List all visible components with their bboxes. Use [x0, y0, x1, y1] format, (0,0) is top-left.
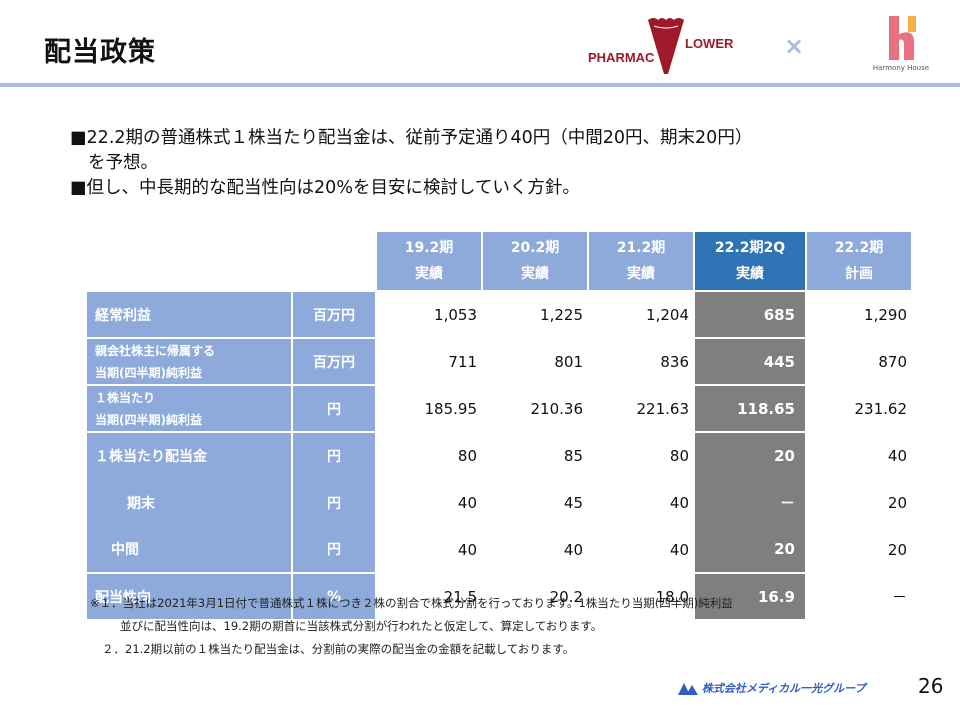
flower-icon	[648, 18, 684, 74]
row-label: １株当たり 当期(四半期)純利益	[85, 384, 293, 433]
col-header: 22.2期 計画	[805, 230, 913, 292]
company-mark-icon	[678, 683, 698, 695]
table-row: 配当性向 % 21.5 20.2 18.0 16.9 －	[85, 572, 913, 621]
cell-current: 445	[693, 337, 807, 386]
harmony-house-logo: Harmony House	[862, 14, 940, 76]
row-label: 親会社株主に帰属する 当期(四半期)純利益	[85, 337, 293, 386]
row-unit: 円	[291, 526, 377, 574]
cell-current: 685	[693, 290, 807, 339]
pharmacflower-logo: PHARMAC LOWER	[588, 12, 738, 76]
row-label: 経常利益	[85, 290, 293, 339]
cell: 40	[587, 478, 695, 527]
table-row: 経常利益 百万円 1,053 1,225 1,204 685 1,290	[85, 290, 913, 339]
cell: 870	[805, 337, 913, 386]
cell: 231.62	[805, 384, 913, 433]
row-label: 中間	[85, 526, 293, 574]
logo-text-right: LOWER	[685, 36, 734, 51]
cell: 40	[375, 525, 483, 574]
cell-current: 16.9	[693, 572, 807, 621]
row-unit: 円	[291, 431, 377, 479]
cell: 80	[375, 431, 483, 480]
table-row: 中間 円 40 40 40 20 20	[85, 525, 913, 574]
bullet-item: ■但し、中長期的な配当性向は20%を目安に検討していく方針。	[70, 176, 752, 201]
bullet-text: 22.2期の普通株式１株当たり配当金は、従前予定通り40円（中間20円、期末20…	[86, 128, 753, 148]
row-unit: 百万円	[291, 290, 377, 339]
cell: 40	[587, 525, 695, 574]
cell: 1,290	[805, 290, 913, 339]
header-divider	[0, 83, 960, 87]
cell: 18.0	[587, 572, 695, 621]
company-logo: 株式会社メディカル一光グループ	[678, 680, 865, 696]
cell: 20.2	[481, 572, 589, 621]
bullet-list: ■22.2期の普通株式１株当たり配当金は、従前予定通り40円（中間20円、期末2…	[70, 126, 752, 201]
col-header: 21.2期 実績	[587, 230, 695, 292]
bullet-item: ■22.2期の普通株式１株当たり配当金は、従前予定通り40円（中間20円、期末2…	[70, 126, 752, 151]
cell: 221.63	[587, 384, 695, 433]
cell: 85	[481, 431, 589, 480]
footnote-2: ２．21.2期以前の１株当たり配当金は、分割前の実際の配当金の金額を記載しており…	[102, 642, 575, 656]
row-unit: 円	[291, 384, 377, 433]
row-label: 配当性向	[85, 572, 293, 621]
page-number: 26	[918, 674, 944, 698]
harmony-h-icon	[889, 16, 916, 60]
row-label: 期末	[85, 479, 293, 526]
cell: 21.5	[375, 572, 483, 621]
footnotes: ※１．当社は2021年3月1日付で普通株式１株につき２株の割合で株式分割を行って…	[90, 592, 733, 661]
cell: 80	[587, 431, 695, 480]
company-name: 株式会社メディカル一光グループ	[701, 682, 866, 695]
cell: 801	[481, 337, 589, 386]
table-row: １株当たり 当期(四半期)純利益 円 185.95 210.36 221.63 1…	[85, 384, 913, 433]
dividend-table: 19.2期 実績 20.2期 実績 21.2期 実績 22.2期2Q 実績 22.2期計…	[85, 230, 913, 621]
table-row: 親会社株主に帰属する 当期(四半期)純利益 百万円 711 801 836 445…	[85, 337, 913, 386]
table-row: １株当たり配当金 円 80 85 80 20 40	[85, 431, 913, 480]
cell: －	[805, 572, 913, 621]
cell: 40	[805, 431, 913, 480]
times-icon: ×	[784, 32, 805, 60]
cell: 45	[481, 478, 589, 527]
footnote-1: ※１．当社は2021年3月1日付で普通株式１株につき２株の割合で株式分割を行って…	[90, 596, 733, 610]
square-bullet-icon: ■	[70, 178, 87, 198]
table-row: 期末 円 40 45 40 － 20	[85, 478, 913, 527]
logo-text-left: PHARMAC	[588, 50, 655, 65]
cell: 210.36	[481, 384, 589, 433]
cell: 20	[805, 525, 913, 574]
square-bullet-icon: ■	[70, 128, 87, 148]
row-label: １株当たり配当金	[85, 431, 293, 479]
col-header: 20.2期 実績	[481, 230, 589, 292]
cell: 1,225	[481, 290, 589, 339]
cell: 40	[481, 525, 589, 574]
bullet-text-continued: を予想。	[88, 153, 158, 173]
footnote-1-cont: 並びに配当性向は、19.2期の期首に当該株式分割が行われたと仮定して、算定してお…	[120, 619, 603, 633]
cell: 20	[805, 478, 913, 527]
cell-current: 20	[693, 526, 807, 574]
row-unit: 百万円	[291, 337, 377, 386]
cell: 1,204	[587, 290, 695, 339]
row-unit: 円	[291, 479, 377, 526]
cell-current: 118.65	[693, 384, 807, 433]
cell: 185.95	[375, 384, 483, 433]
row-unit: %	[291, 572, 377, 621]
bullet-text: 但し、中長期的な配当性向は20%を目安に検討していく方針。	[86, 178, 580, 198]
table-header-row: 19.2期 実績 20.2期 実績 21.2期 実績 22.2期2Q 実績 22.2期計…	[85, 230, 913, 292]
cell: 40	[375, 478, 483, 527]
col-header-current: 22.2期2Q 実績	[693, 230, 807, 292]
blank-corner	[85, 230, 377, 292]
harmony-house-caption: Harmony House	[872, 64, 930, 72]
col-header: 19.2期 実績	[375, 230, 483, 292]
cell-current: －	[693, 479, 807, 526]
cell: 836	[587, 337, 695, 386]
cell: 1,053	[375, 290, 483, 339]
cell: 711	[375, 337, 483, 386]
page-title: 配当政策	[44, 37, 156, 68]
cell-current: 20	[693, 431, 807, 479]
